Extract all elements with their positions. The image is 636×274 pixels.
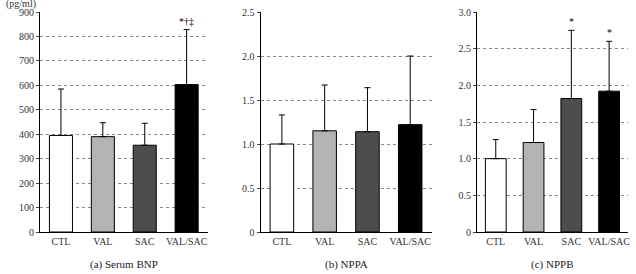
svg-text:700: 700 — [19, 55, 34, 66]
svg-text:*: * — [569, 16, 574, 27]
svg-text:0: 0 — [250, 227, 255, 238]
svg-text:1.0: 1.0 — [242, 139, 255, 150]
svg-text:*†‡: *†‡ — [179, 16, 194, 27]
svg-text:(a) Serum BNP: (a) Serum BNP — [90, 258, 158, 271]
svg-text:500: 500 — [19, 104, 34, 115]
svg-text:*: * — [607, 27, 612, 38]
svg-text:2.5: 2.5 — [458, 43, 471, 54]
svg-text:2.0: 2.0 — [458, 80, 471, 91]
svg-text:CTL: CTL — [272, 236, 291, 247]
svg-text:200: 200 — [19, 178, 34, 189]
svg-text:3.0: 3.0 — [458, 7, 471, 18]
svg-text:400: 400 — [19, 129, 34, 140]
svg-text:SAC: SAC — [135, 236, 155, 247]
svg-text:2.5: 2.5 — [242, 7, 255, 18]
svg-text:100: 100 — [19, 202, 34, 213]
svg-text:CTL: CTL — [52, 236, 71, 247]
svg-text:VAL: VAL — [524, 236, 543, 247]
svg-text:600: 600 — [19, 80, 34, 91]
svg-text:0: 0 — [466, 227, 471, 238]
svg-text:0.5: 0.5 — [242, 183, 255, 194]
svg-text:VAL: VAL — [315, 236, 334, 247]
svg-text:300: 300 — [19, 153, 34, 164]
svg-text:(pg/ml): (pg/ml) — [6, 0, 36, 10]
svg-text:1.5: 1.5 — [242, 95, 255, 106]
svg-text:0.5: 0.5 — [458, 190, 471, 201]
svg-text:VAL/SAC: VAL/SAC — [389, 236, 431, 247]
svg-text:2.0: 2.0 — [242, 51, 255, 62]
svg-text:CTL: CTL — [486, 236, 505, 247]
svg-text:0: 0 — [29, 227, 34, 238]
svg-text:800: 800 — [19, 31, 34, 42]
svg-text:(b) NPPA: (b) NPPA — [325, 258, 368, 271]
svg-text:VAL/SAC: VAL/SAC — [166, 236, 208, 247]
svg-text:1.5: 1.5 — [458, 117, 471, 128]
svg-text:VAL: VAL — [93, 236, 112, 247]
svg-text:VAL/SAC: VAL/SAC — [588, 236, 630, 247]
svg-text:SAC: SAC — [562, 236, 582, 247]
svg-text:1.0: 1.0 — [458, 153, 471, 164]
svg-text:(c) NPPB: (c) NPPB — [531, 258, 573, 271]
svg-text:900: 900 — [19, 7, 34, 18]
svg-text:SAC: SAC — [358, 236, 378, 247]
